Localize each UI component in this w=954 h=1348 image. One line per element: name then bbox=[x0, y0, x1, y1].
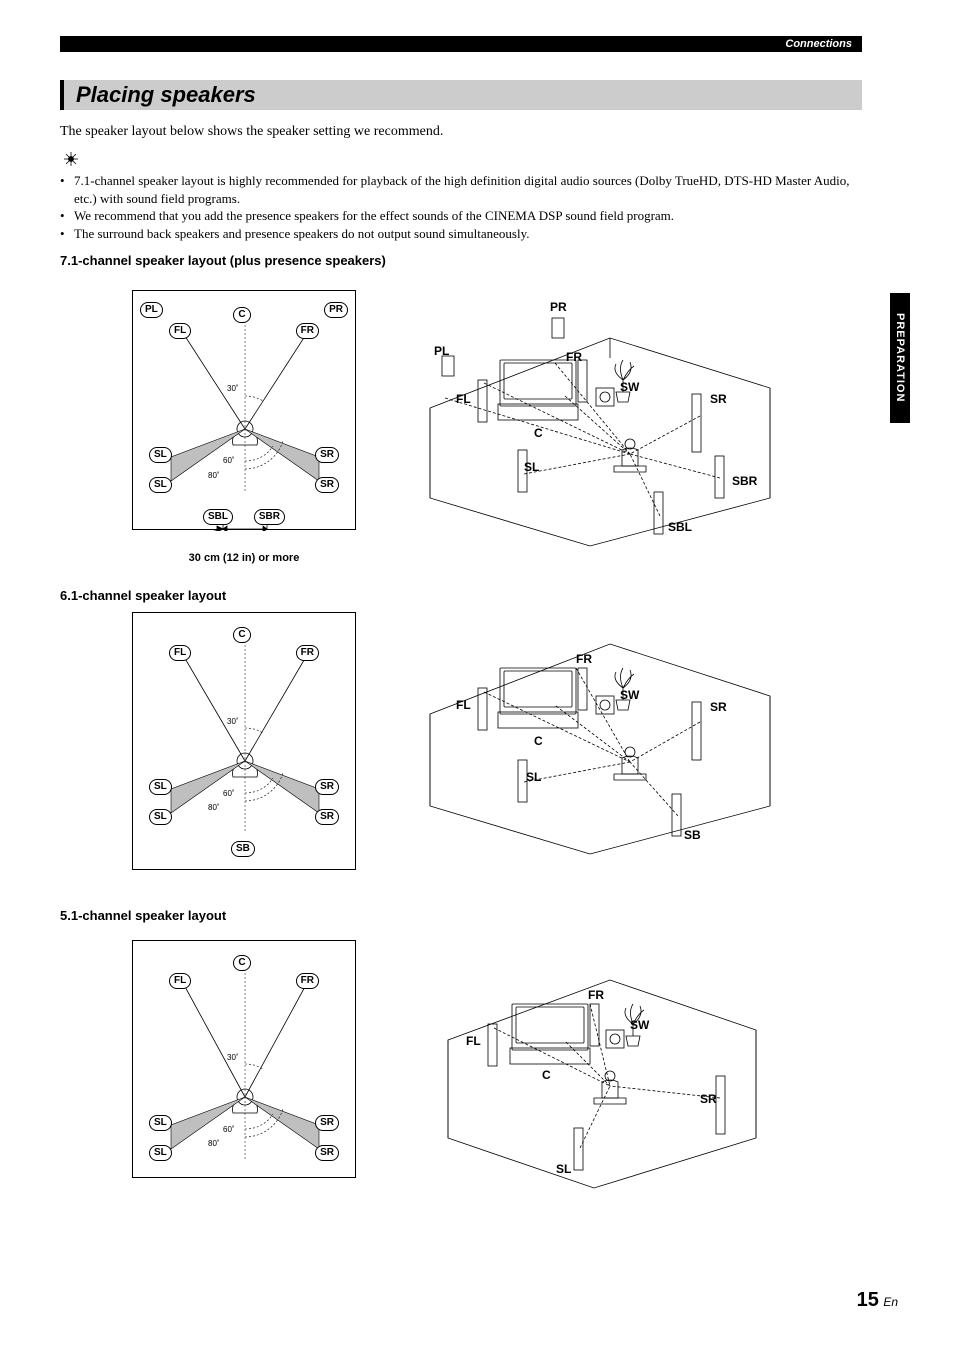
section-title-bar: Placing speakers bbox=[60, 80, 862, 110]
angle-60: 60˚ bbox=[223, 789, 235, 798]
rlabel-sbl: SBL bbox=[668, 520, 692, 534]
note-30cm: 30 cm (12 in) or more bbox=[133, 552, 355, 564]
page-number-value: 15 bbox=[857, 1289, 879, 1311]
hint-icon bbox=[62, 152, 80, 169]
spk-c: C bbox=[233, 307, 251, 323]
rlabel-sl: SL bbox=[524, 460, 539, 474]
spk-c: C bbox=[233, 955, 251, 971]
spk-pr: PR bbox=[324, 302, 348, 318]
spk-sl-upper: SL bbox=[149, 779, 172, 795]
spk-sl-upper: SL bbox=[149, 447, 172, 463]
spk-fl: FL bbox=[169, 323, 191, 339]
angle-60: 60˚ bbox=[223, 1125, 235, 1134]
rlabel-sr: SR bbox=[710, 392, 727, 406]
rlabel-pl: PL bbox=[434, 344, 449, 358]
bullet-list: • 7.1-channel speaker layout is highly r… bbox=[60, 172, 862, 242]
spk-sbl: SBL bbox=[203, 509, 233, 525]
rlabel-sl: SL bbox=[556, 1162, 571, 1176]
rlabel-fr: FR bbox=[588, 988, 604, 1002]
header-section-label: Connections bbox=[785, 38, 852, 50]
spk-fr: FR bbox=[296, 973, 319, 989]
rlabel-sw: SW bbox=[620, 688, 639, 702]
rlabel-sw: SW bbox=[620, 380, 639, 394]
spk-sr-lower: SR bbox=[315, 809, 339, 825]
diagram-51-svg bbox=[133, 941, 357, 1179]
heading-51: 5.1-channel speaker layout bbox=[60, 908, 226, 923]
bullet-item: • We recommend that you add the presence… bbox=[60, 207, 862, 225]
rlabel-fr: FR bbox=[566, 350, 582, 364]
rlabel-sr: SR bbox=[710, 700, 727, 714]
intro-text: The speaker layout below shows the speak… bbox=[60, 123, 862, 141]
diagram-61-topdown: C FL FR SL SR SL SR SB 30˚ 60˚ 80˚ bbox=[132, 612, 356, 870]
spk-fl: FL bbox=[169, 973, 191, 989]
spk-sl-lower: SL bbox=[149, 477, 172, 493]
rlabel-sb: SB bbox=[684, 828, 701, 842]
angle-30: 30˚ bbox=[227, 384, 239, 393]
bullet-text: 7.1-channel speaker layout is highly rec… bbox=[74, 172, 862, 207]
page-number: 15 En bbox=[857, 1289, 898, 1312]
spk-sr-upper: SR bbox=[315, 447, 339, 463]
rlabel-sr: SR bbox=[700, 1092, 717, 1106]
heading-71: 7.1-channel speaker layout (plus presenc… bbox=[60, 253, 386, 268]
spk-sl-lower: SL bbox=[149, 1145, 172, 1161]
rlabel-pr: PR bbox=[550, 300, 567, 314]
spk-sl-lower: SL bbox=[149, 809, 172, 825]
spk-sb: SB bbox=[231, 841, 255, 857]
rlabel-fl: FL bbox=[456, 698, 471, 712]
spk-fr: FR bbox=[296, 645, 319, 661]
spk-sr-upper: SR bbox=[315, 779, 339, 795]
spk-sl-upper: SL bbox=[149, 1115, 172, 1131]
room-71: PR PL FR SW FL SR C SL SBR SBL bbox=[420, 298, 780, 548]
room-51: FR FL SW C SR SL bbox=[420, 960, 780, 1210]
bullet-text: The surround back speakers and presence … bbox=[74, 225, 862, 243]
rlabel-c: C bbox=[534, 426, 543, 440]
spk-pl: PL bbox=[140, 302, 163, 318]
side-tab-label: PREPARATION bbox=[894, 313, 906, 402]
spk-sr-lower: SR bbox=[315, 1145, 339, 1161]
diagram-71-topdown: PL PR C FL FR SL SR SL SR SBL SBR 30˚ 60… bbox=[132, 290, 356, 530]
angle-80: 80˚ bbox=[208, 803, 220, 812]
spk-sr-upper: SR bbox=[315, 1115, 339, 1131]
section-title: Placing speakers bbox=[76, 82, 256, 107]
rlabel-c: C bbox=[542, 1068, 551, 1082]
angle-30: 30˚ bbox=[227, 1053, 239, 1062]
spk-fl: FL bbox=[169, 645, 191, 661]
diagram-61-svg bbox=[133, 613, 357, 871]
bullet-dot: • bbox=[60, 225, 74, 243]
room-61-svg bbox=[420, 622, 780, 872]
spk-fr: FR bbox=[296, 323, 319, 339]
rlabel-sl: SL bbox=[526, 770, 541, 784]
rlabel-fl: FL bbox=[456, 392, 471, 406]
page-lang: En bbox=[883, 1295, 898, 1309]
bullet-item: • The surround back speakers and presenc… bbox=[60, 225, 862, 243]
diagram-51-topdown: C FL FR SL SR SL SR 30˚ 60˚ 80˚ bbox=[132, 940, 356, 1178]
rlabel-fr: FR bbox=[576, 652, 592, 666]
bullet-item: • 7.1-channel speaker layout is highly r… bbox=[60, 172, 862, 207]
rlabel-c: C bbox=[534, 734, 543, 748]
bullet-dot: • bbox=[60, 207, 74, 225]
heading-61: 6.1-channel speaker layout bbox=[60, 588, 226, 603]
spk-c: C bbox=[233, 627, 251, 643]
angle-30: 30˚ bbox=[227, 717, 239, 726]
bullet-dot: • bbox=[60, 172, 74, 207]
room-61: FR FL SW SR C SL SB bbox=[420, 622, 780, 872]
angle-80: 80˚ bbox=[208, 471, 220, 480]
rlabel-sbr: SBR bbox=[732, 474, 757, 488]
rlabel-fl: FL bbox=[466, 1034, 481, 1048]
diagram-71-svg bbox=[133, 291, 357, 531]
room-71-svg bbox=[420, 298, 780, 548]
angle-80: 80˚ bbox=[208, 1139, 220, 1148]
rlabel-sw: SW bbox=[630, 1018, 649, 1032]
side-tab-preparation: PREPARATION bbox=[890, 293, 910, 423]
spk-sr-lower: SR bbox=[315, 477, 339, 493]
bullet-text: We recommend that you add the presence s… bbox=[74, 207, 862, 225]
spk-sbr: SBR bbox=[254, 509, 285, 525]
angle-60: 60˚ bbox=[223, 456, 235, 465]
header-bar: Connections bbox=[60, 36, 862, 52]
